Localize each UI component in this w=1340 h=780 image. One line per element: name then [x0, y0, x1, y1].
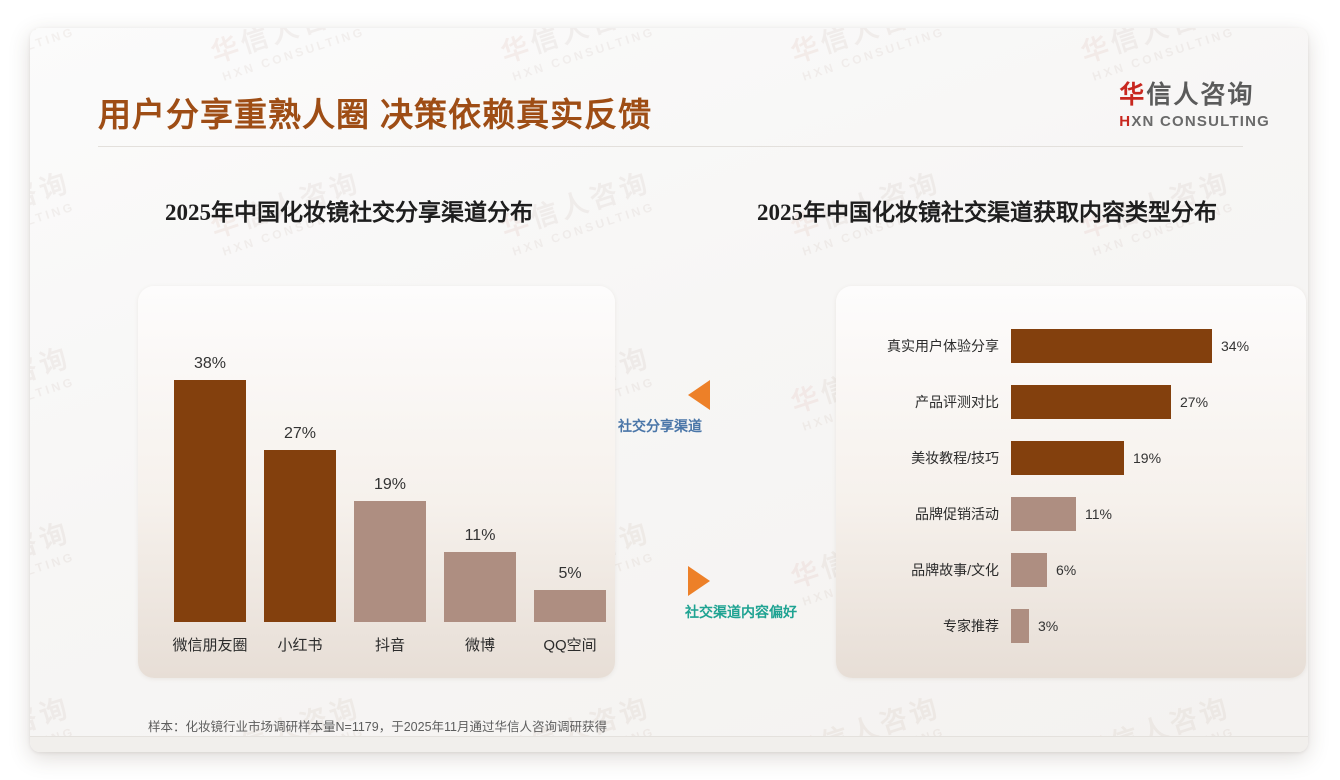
callout-label: 社交分享渠道 [618, 418, 702, 434]
callout-content-preference: 社交渠道内容偏好 [685, 566, 797, 622]
bar-row[interactable]: 美妆教程/技巧 19% [836, 440, 1306, 476]
slide-footer: ©2026.1 HXR华信人咨询 www.hxrcon.com [30, 737, 1308, 752]
bar[interactable] [444, 552, 516, 622]
bar[interactable] [1011, 553, 1047, 587]
bar[interactable] [1011, 385, 1171, 419]
bar-column[interactable]: 11% 微博 [444, 294, 516, 654]
bar-value-label: 3% [1038, 618, 1059, 634]
bar-category-label: 美妆教程/技巧 [911, 450, 999, 466]
bar-value-label: 27% [1180, 394, 1209, 410]
bar-category-label: 专家推荐 [943, 618, 999, 634]
bar-column[interactable]: 19% 抖音 [354, 294, 426, 654]
logo-chinese-first-char: 华 [1119, 81, 1147, 109]
footer-divider [30, 736, 1308, 737]
bar[interactable] [264, 450, 336, 622]
bar-value-label: 19% [373, 476, 407, 493]
bar-category-label: 微博 [464, 637, 496, 654]
horizontal-bar-chart: 真实用户体验分享 34% 产品评测对比 27% 美妆教程/技巧 19% 品牌促销活动 11% 品… [836, 286, 1306, 678]
bar-value-label: 19% [1133, 450, 1162, 466]
bar-row[interactable]: 真实用户体验分享 34% [836, 328, 1306, 364]
bar-column[interactable]: 27% 小红书 [264, 294, 336, 654]
bar[interactable] [354, 501, 426, 622]
chart-title-right: 2025年中国化妆镜社交渠道获取内容类型分布 [757, 200, 1217, 225]
bar[interactable] [1011, 609, 1029, 643]
bar-column[interactable]: 5% QQ空间 [534, 294, 606, 654]
bar[interactable] [1011, 497, 1076, 531]
bar-category-label: 抖音 [374, 637, 406, 654]
bar-category-label: 小红书 [277, 637, 323, 654]
title-divider [98, 146, 1243, 147]
bar-category-label: 真实用户体验分享 [887, 338, 999, 354]
bar-category-label: 产品评测对比 [915, 394, 999, 410]
bar-value-label: 27% [283, 425, 317, 442]
vertical-bar-chart: 38% 微信朋友圈 27% 小红书 19% 抖音 11% 微博 5% QQ空间 [138, 286, 615, 678]
bar-row[interactable]: 品牌促销活动 11% [836, 496, 1306, 532]
bar[interactable] [1011, 441, 1124, 475]
bar-value-label: 34% [1221, 338, 1250, 354]
company-logo: 华信人咨询 HXN CONSULTING [1119, 81, 1270, 130]
bar-value-label: 6% [1056, 562, 1077, 578]
logo-english: HXN CONSULTING [1119, 113, 1270, 130]
chart-title-left: 2025年中国化妆镜社交分享渠道分布 [165, 200, 533, 225]
callout-social-share-channel: 社交分享渠道 [618, 380, 710, 436]
bar-row[interactable]: 专家推荐 3% [836, 608, 1306, 644]
bar-row[interactable]: 产品评测对比 27% [836, 384, 1306, 420]
page-title: 用户分享重熟人圈 决策依赖真实反馈 [98, 96, 653, 133]
bar-category-label: 品牌故事/文化 [911, 562, 999, 578]
logo-chinese-rest: 信人咨询 [1146, 81, 1255, 109]
bar-value-label: 11% [1085, 506, 1112, 522]
sample-footnote: 样本：化妆镜行业市场调研样本量N=1179，于2025年11月通过华信人咨询调研… [148, 720, 607, 734]
bar-category-label: QQ空间 [543, 637, 597, 654]
bar-value-label: 38% [193, 355, 227, 372]
bar-column[interactable]: 38% 微信朋友圈 [172, 294, 247, 654]
bar-category-label: 微信朋友圈 [172, 637, 248, 654]
bar[interactable] [1011, 329, 1212, 363]
bar-value-label: 5% [558, 565, 582, 582]
logo-english-first-char: H [1119, 112, 1132, 130]
bar-category-label: 品牌促销活动 [915, 506, 999, 522]
logo-chinese: 华信人咨询 [1119, 81, 1270, 110]
logo-english-rest: XN CONSULTING [1131, 112, 1270, 130]
triangle-left-icon [688, 380, 710, 410]
bar[interactable] [534, 590, 606, 622]
bar-value-label: 11% [464, 527, 496, 544]
triangle-right-icon [688, 566, 710, 596]
bar-row[interactable]: 品牌故事/文化 6% [836, 552, 1306, 588]
bar[interactable] [174, 380, 246, 622]
callout-label: 社交渠道内容偏好 [685, 604, 797, 620]
